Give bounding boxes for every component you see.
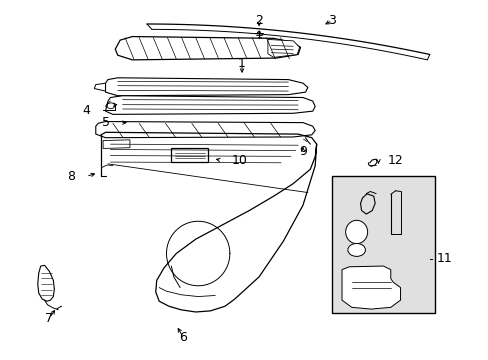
Circle shape <box>347 243 365 256</box>
Text: 9: 9 <box>299 145 306 158</box>
Text: 1: 1 <box>238 57 245 70</box>
Polygon shape <box>96 122 315 138</box>
Text: 6: 6 <box>179 331 187 344</box>
Polygon shape <box>267 40 299 57</box>
Ellipse shape <box>345 220 367 244</box>
Polygon shape <box>115 37 300 60</box>
Polygon shape <box>105 78 307 96</box>
Text: 10: 10 <box>231 154 247 167</box>
Text: 7: 7 <box>45 311 53 325</box>
Text: 5: 5 <box>102 116 109 129</box>
Text: 3: 3 <box>327 14 336 27</box>
Polygon shape <box>341 266 400 309</box>
Bar <box>331 176 434 313</box>
Text: 8: 8 <box>67 170 75 183</box>
Text: 4: 4 <box>82 104 90 117</box>
Polygon shape <box>38 265 54 301</box>
Polygon shape <box>103 140 130 148</box>
Text: 11: 11 <box>436 252 451 265</box>
Text: 12: 12 <box>387 154 403 167</box>
Bar <box>171 148 207 162</box>
Text: 2: 2 <box>255 14 263 27</box>
Polygon shape <box>105 96 315 114</box>
